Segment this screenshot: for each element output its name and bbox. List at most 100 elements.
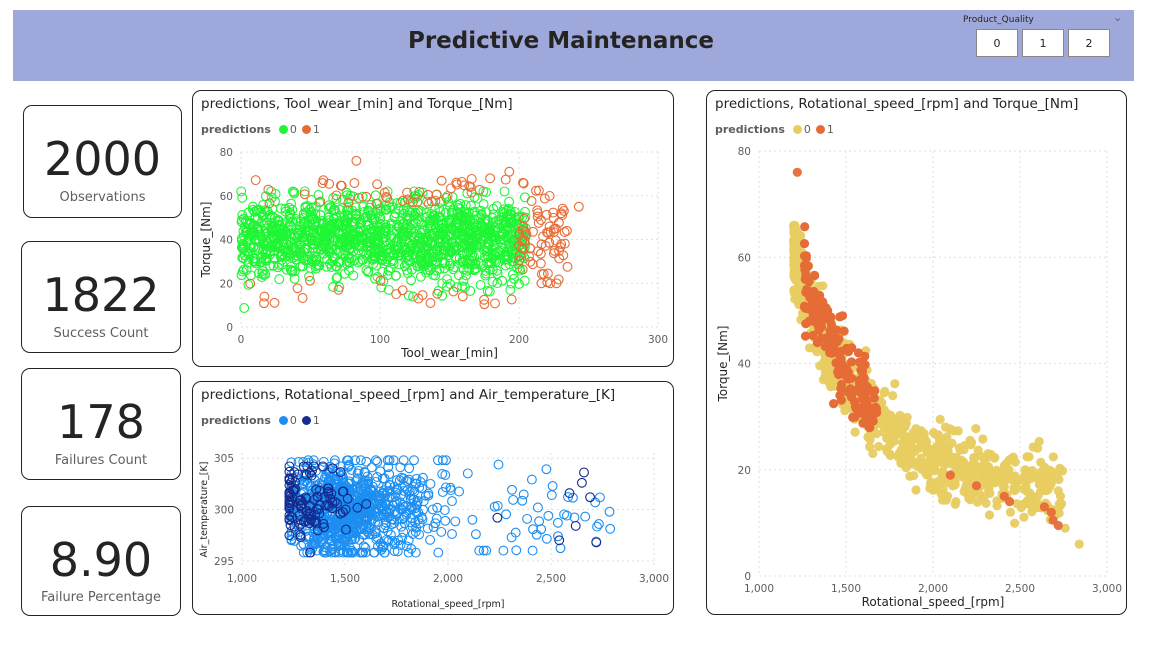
data-point-series-0[interactable]	[492, 500, 503, 511]
data-point-series-1[interactable]	[448, 286, 459, 297]
data-point-series-0[interactable]	[921, 458, 931, 468]
data-point-series-0[interactable]	[509, 273, 519, 284]
data-point-series-1[interactable]	[553, 217, 564, 228]
data-point-series-0[interactable]	[381, 204, 392, 215]
data-point-series-0[interactable]	[425, 221, 436, 232]
data-point-series-1[interactable]	[535, 248, 546, 259]
data-point-series-1[interactable]	[269, 297, 280, 308]
data-point-series-0[interactable]	[1054, 474, 1064, 485]
data-point-series-0[interactable]	[437, 278, 448, 289]
data-point-series-1[interactable]	[517, 264, 528, 275]
data-point-series-1[interactable]	[305, 547, 315, 558]
scatter-plot[interactable]: 0 20 40 60 80 1,000 1,500 2,000 2,500 3,000 Rotati…	[707, 91, 1127, 615]
data-point-series-0[interactable]	[280, 203, 291, 214]
data-point-series-1[interactable]	[573, 201, 584, 212]
data-point-series-0[interactable]	[258, 200, 269, 210]
data-point-series-1[interactable]	[815, 306, 825, 316]
data-point-series-0[interactable]	[446, 228, 457, 239]
data-point-series-1[interactable]	[864, 422, 874, 432]
data-point-series-0[interactable]	[291, 216, 302, 227]
data-point-series-1[interactable]	[517, 235, 528, 246]
data-point-series-0[interactable]	[409, 455, 419, 466]
data-point-series-0[interactable]	[373, 516, 384, 527]
data-point-series-0[interactable]	[238, 213, 249, 224]
data-point-series-0[interactable]	[398, 527, 409, 537]
data-point-series-0[interactable]	[379, 547, 390, 558]
data-point-series-1[interactable]	[536, 215, 546, 225]
data-point-series-1[interactable]	[315, 196, 326, 207]
data-point-series-1[interactable]	[518, 221, 529, 232]
data-point-series-1[interactable]	[342, 493, 353, 504]
data-point-series-0[interactable]	[592, 521, 602, 532]
data-point-series-0[interactable]	[1020, 465, 1030, 475]
data-point-series-0[interactable]	[239, 303, 250, 313]
data-point-series-0[interactable]	[431, 513, 442, 524]
data-point-series-1[interactable]	[808, 308, 818, 318]
data-point-series-1[interactable]	[585, 492, 596, 503]
data-point-series-0[interactable]	[370, 516, 381, 527]
data-point-series-1[interactable]	[808, 330, 818, 341]
data-point-series-0[interactable]	[895, 410, 905, 420]
data-point-series-1[interactable]	[539, 193, 550, 204]
data-point-series-0[interactable]	[367, 251, 378, 262]
data-point-series-0[interactable]	[313, 190, 324, 200]
data-point-series-0[interactable]	[428, 522, 439, 532]
data-point-series-0[interactable]	[478, 545, 489, 556]
data-point-series-0[interactable]	[281, 227, 292, 237]
data-point-series-0[interactable]	[424, 252, 434, 263]
data-point-series-0[interactable]	[386, 233, 397, 244]
data-point-series-0[interactable]	[418, 504, 429, 515]
data-point-series-1[interactable]	[322, 483, 333, 494]
data-point-series-1[interactable]	[361, 191, 372, 202]
data-point-series-0[interactable]	[375, 501, 386, 512]
data-point-series-0[interactable]	[1010, 518, 1020, 528]
data-point-series-0[interactable]	[425, 534, 436, 545]
data-point-series-0[interactable]	[804, 343, 815, 353]
legend-item-1[interactable]: 1	[815, 123, 834, 136]
data-point-series-0[interactable]	[236, 186, 247, 197]
data-point-series-0[interactable]	[383, 284, 394, 295]
data-point-series-0[interactable]	[350, 202, 361, 213]
data-point-series-0[interactable]	[331, 534, 342, 545]
data-point-series-0[interactable]	[865, 442, 875, 452]
data-point-series-0[interactable]	[497, 227, 508, 238]
data-point-series-0[interactable]	[331, 273, 342, 284]
data-point-series-0[interactable]	[324, 200, 335, 211]
data-point-series-0[interactable]	[285, 251, 296, 262]
data-point-series-0[interactable]	[409, 494, 419, 505]
data-point-series-1[interactable]	[558, 205, 569, 216]
data-point-series-0[interactable]	[344, 243, 355, 254]
data-point-series-1[interactable]	[829, 399, 839, 409]
data-point-series-1[interactable]	[397, 285, 408, 296]
data-point-series-0[interactable]	[487, 276, 498, 287]
data-point-series-1[interactable]	[862, 397, 872, 407]
data-point-series-0[interactable]	[302, 200, 313, 211]
data-point-series-0[interactable]	[874, 441, 884, 452]
data-point-series-0[interactable]	[300, 244, 311, 255]
data-point-series-0[interactable]	[427, 504, 438, 515]
data-point-series-0[interactable]	[493, 459, 504, 470]
data-point-series-0[interactable]	[239, 250, 250, 261]
data-point-series-0[interactable]	[449, 262, 460, 273]
data-point-series-0[interactable]	[507, 484, 517, 495]
data-point-series-1[interactable]	[361, 499, 372, 509]
chart-rpm-airtemp[interactable]: predictions, Rotational_speed_[rpm] and …	[192, 381, 674, 615]
data-point-series-1[interactable]	[832, 325, 842, 335]
data-point-series-0[interactable]	[375, 493, 386, 504]
data-point-series-1[interactable]	[259, 298, 269, 309]
data-point-series-1[interactable]	[492, 512, 503, 523]
data-point-series-1[interactable]	[559, 238, 570, 249]
data-point-series-0[interactable]	[358, 541, 369, 552]
data-point-series-0[interactable]	[390, 208, 401, 219]
data-point-series-0[interactable]	[430, 258, 441, 269]
data-point-series-1[interactable]	[263, 184, 274, 195]
data-point-series-1[interactable]	[381, 191, 391, 202]
data-point-series-0[interactable]	[298, 539, 309, 550]
data-point-series-0[interactable]	[366, 213, 377, 224]
data-point-series-0[interactable]	[379, 225, 390, 236]
data-point-series-0[interactable]	[965, 435, 975, 445]
data-point-series-0[interactable]	[334, 239, 345, 250]
data-point-series-0[interactable]	[399, 261, 410, 271]
data-point-series-0[interactable]	[268, 260, 279, 271]
data-point-series-0[interactable]	[935, 414, 945, 424]
